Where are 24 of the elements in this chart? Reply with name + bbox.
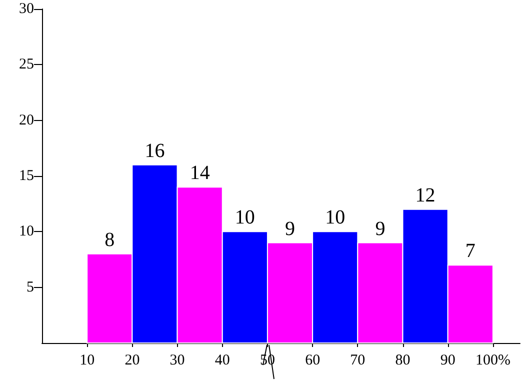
data-label: 14 — [190, 162, 210, 184]
data-label: 10 — [325, 206, 346, 229]
data-label: 10 — [234, 206, 255, 229]
y-tick-label: 10 — [19, 224, 34, 240]
x-tick-label: 100% — [475, 352, 510, 368]
y-tick-label: 20 — [19, 112, 34, 128]
x-tick-label: 10 — [80, 352, 95, 368]
data-label: 16 — [144, 140, 165, 162]
data-label: 9 — [285, 218, 296, 240]
x-tick-label: 80 — [395, 352, 410, 368]
x-tick-label: 30 — [170, 352, 185, 368]
y-tick-label: 25 — [19, 56, 34, 73]
y-tick-label: 15 — [19, 168, 34, 184]
data-label: 8 — [104, 228, 115, 251]
data-label: 9 — [375, 218, 386, 240]
y-tick-label: 5 — [26, 279, 34, 296]
x-tick-label: 20 — [124, 352, 140, 368]
x-tick-label: 40 — [214, 352, 230, 368]
x-tick-label: 90 — [440, 352, 456, 368]
x-tick-label: 60 — [305, 352, 320, 368]
data-label: 12 — [415, 184, 436, 206]
data-label: 7 — [465, 240, 476, 262]
y-tick-label: 30 — [19, 1, 34, 17]
x-tick-label: 70 — [350, 352, 366, 368]
